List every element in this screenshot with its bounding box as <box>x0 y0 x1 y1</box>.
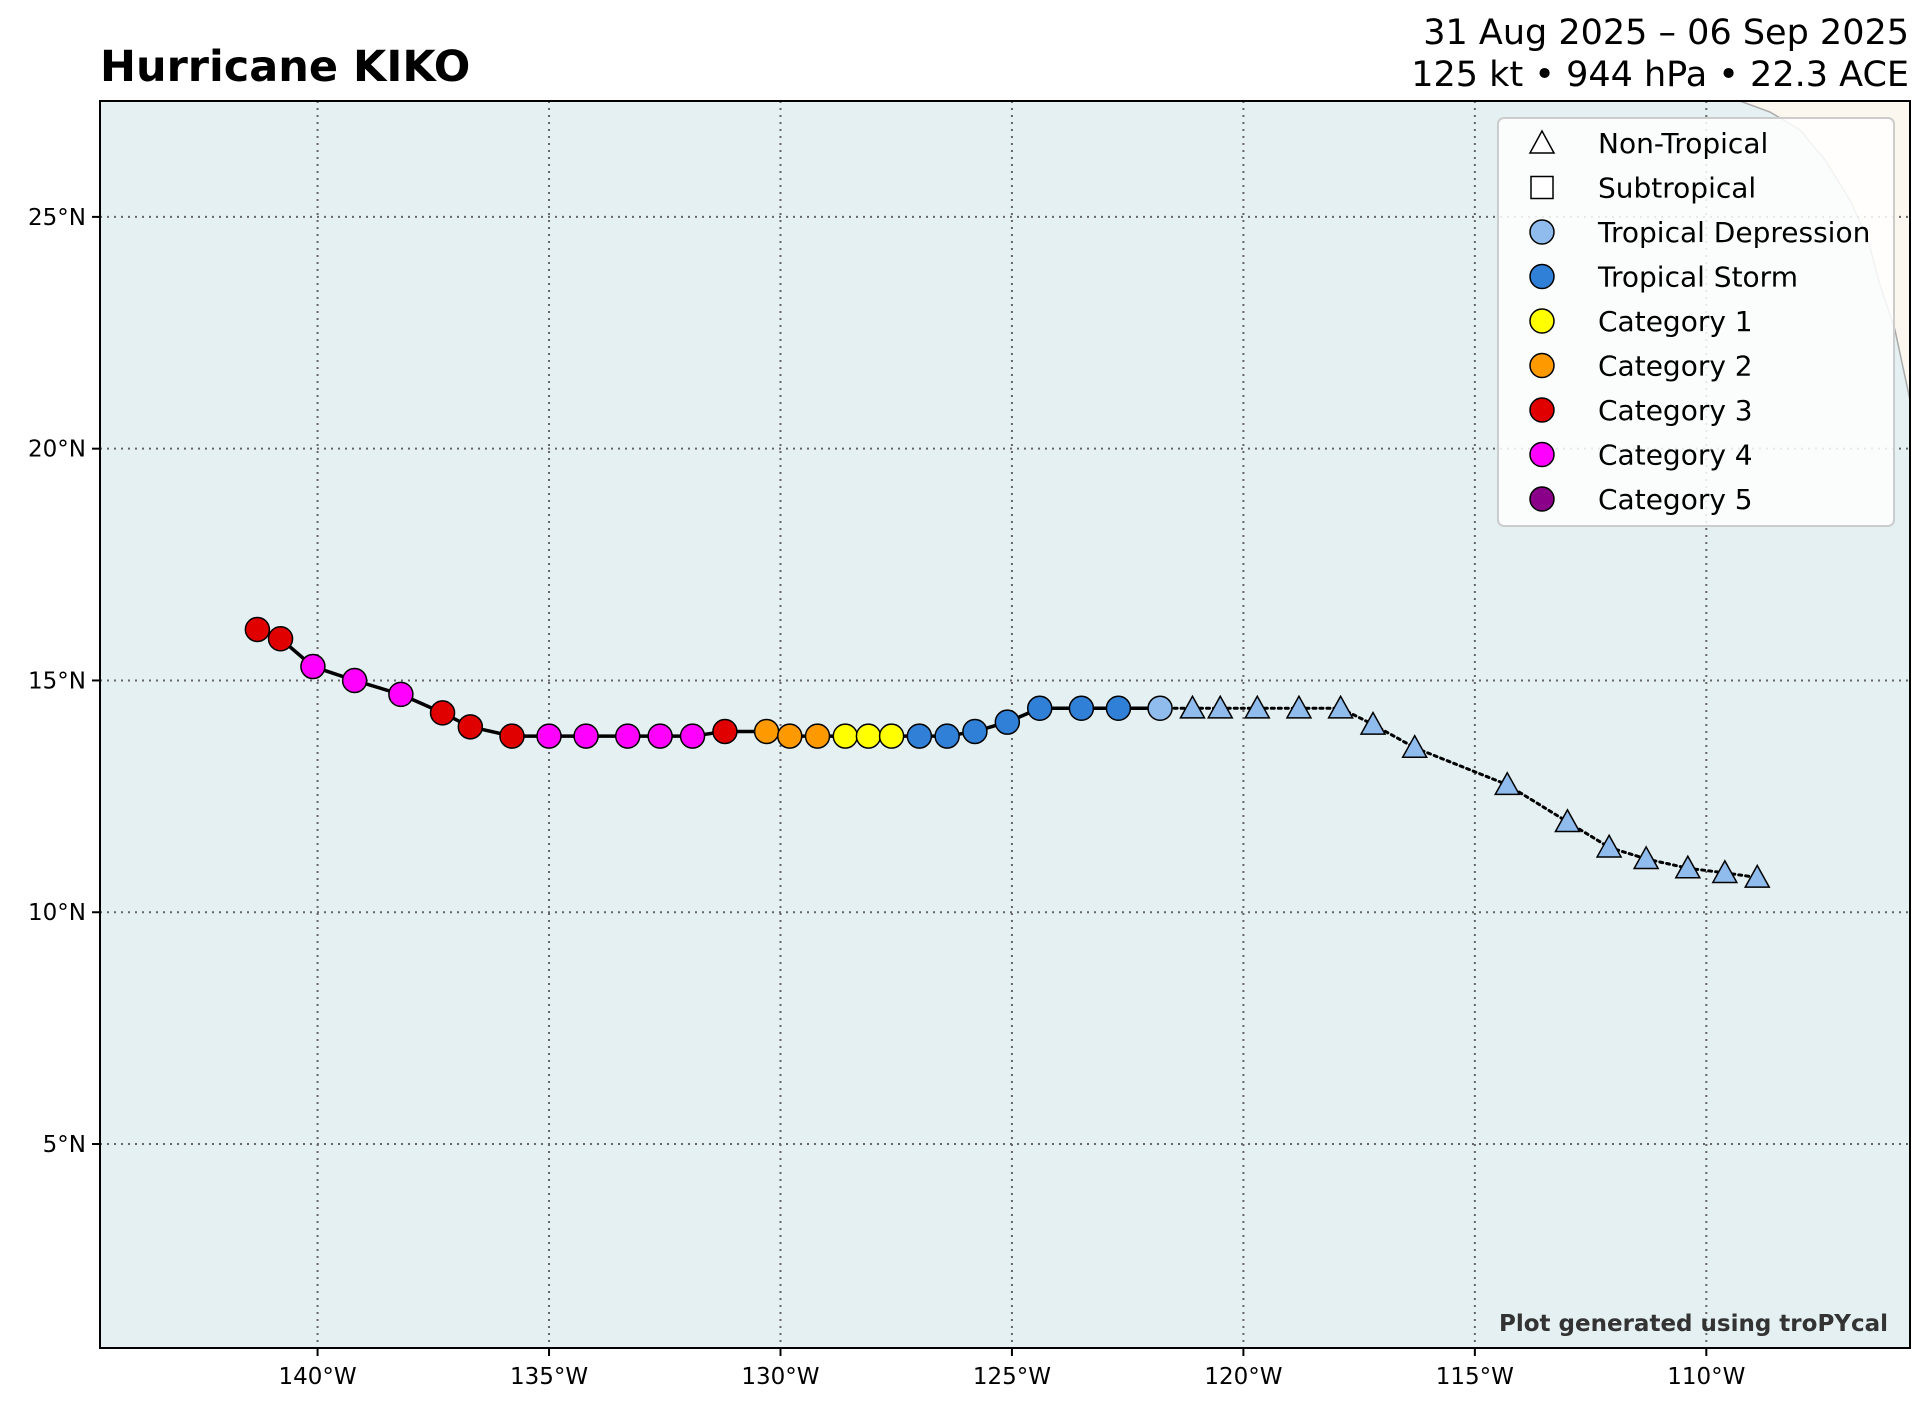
legend-label-category-3: Category 3 <box>1598 394 1753 427</box>
track-point-non-tropical <box>1711 859 1739 884</box>
legend-label-category-1: Category 1 <box>1598 305 1753 338</box>
track-point-non-tropical <box>1595 833 1623 858</box>
track-point-non-tropical <box>1493 771 1521 796</box>
track-points <box>244 616 1771 888</box>
track-point-tropical-storm <box>1026 695 1053 722</box>
legend-label-subtropical: Subtropical <box>1598 172 1756 205</box>
legend-box <box>1497 117 1895 527</box>
date-range: 31 Aug 2025 – 06 Sep 2025 <box>1423 13 1909 53</box>
plot-frame <box>99 100 1911 1349</box>
track-point-category-4 <box>647 723 673 749</box>
track-point-category-4 <box>388 681 414 708</box>
track-point-category-3 <box>457 714 484 740</box>
axis-ticks: 140°W 135°W 130°W 125°W 120°W 115°W 110°W 25°N 2… <box>28 205 1745 1390</box>
y-tick-label: 5°N <box>43 1132 86 1158</box>
track-point-non-tropical <box>1359 710 1387 735</box>
track-point-tropical-storm <box>1105 695 1132 722</box>
track-point-category-4 <box>679 723 706 749</box>
track-point-tropical-depression <box>1147 695 1173 722</box>
y-tick-label: 10°N <box>28 900 86 926</box>
track-point-non-tropical <box>1285 694 1313 719</box>
track-point-non-tropical <box>1179 694 1206 719</box>
legend-label-category-4: Category 4 <box>1598 439 1753 472</box>
track-point-non-tropical <box>1743 863 1771 888</box>
track-point-category-3 <box>244 616 271 643</box>
credit-text: Plot generated using troPYcal <box>1499 1311 1888 1337</box>
x-tick-label: 140°W <box>278 1364 356 1390</box>
track-point-category-4 <box>536 723 562 749</box>
y-tick-label: 15°N <box>28 668 86 694</box>
track-point-category-3 <box>429 700 456 726</box>
legend: Non-Tropical Subtropical Tropical Depressi… <box>1497 117 1895 527</box>
legend-label-category-5: Category 5 <box>1598 483 1753 516</box>
track-point-category-3 <box>712 718 738 745</box>
track-point-non-tropical <box>1206 694 1234 719</box>
x-tick-label: 135°W <box>510 1364 588 1390</box>
track-point-category-1 <box>878 723 905 749</box>
track-point-category-1 <box>855 723 882 749</box>
circle-icon <box>1529 486 1555 512</box>
track-point-category-2 <box>804 723 831 749</box>
track-point-category-3 <box>267 625 294 652</box>
track-point-non-tropical <box>1554 808 1581 833</box>
circle-icon <box>1529 219 1555 245</box>
track-point-non-tropical <box>1327 694 1354 719</box>
track-segment <box>1413 746 1509 787</box>
track-point-tropical-storm <box>934 723 960 749</box>
track-point-category-4 <box>300 653 326 680</box>
circle-icon <box>1529 397 1555 423</box>
y-tick-label: 25°N <box>28 205 86 231</box>
track-point-tropical-storm <box>906 723 933 749</box>
triangle-icon <box>1528 129 1556 154</box>
track-point-category-4 <box>573 723 599 749</box>
track-segment <box>1505 783 1569 824</box>
track-point-category-2 <box>776 723 803 749</box>
track-point-category-4 <box>341 667 368 694</box>
track-point-non-tropical <box>1674 854 1702 879</box>
x-tick-label: 110°W <box>1667 1364 1745 1390</box>
track-point-category-3 <box>499 723 525 749</box>
storm-summary: 31 Aug 2025 – 06 Sep 2025 125 kt • 944 h… <box>1411 12 1909 96</box>
circle-icon <box>1529 263 1555 290</box>
track-point-tropical-storm <box>994 709 1021 735</box>
x-tick-label: 115°W <box>1436 1364 1514 1390</box>
track-point-category-4 <box>614 723 641 749</box>
circle-icon <box>1529 352 1555 379</box>
track-point-category-2 <box>753 718 780 745</box>
track-point-non-tropical <box>1401 734 1428 759</box>
track-point-tropical-storm <box>962 718 988 745</box>
square-icon <box>1530 175 1554 200</box>
track-point-tropical-storm <box>1068 695 1095 722</box>
track-point-non-tropical <box>1632 845 1660 870</box>
x-tick-label: 130°W <box>741 1364 819 1390</box>
legend-label-tropical-depression: Tropical Depression <box>1597 216 1870 249</box>
legend-label-category-2: Category 2 <box>1598 350 1753 383</box>
circle-icon <box>1529 441 1555 468</box>
legend-label-non-tropical: Non-Tropical <box>1598 127 1768 160</box>
y-tick-label: 20°N <box>28 437 86 463</box>
circle-icon <box>1529 308 1555 334</box>
track-point-category-1 <box>832 723 859 749</box>
storm-stats: 125 kt • 944 hPa • 22.3 ACE <box>1411 55 1909 95</box>
x-tick-label: 125°W <box>973 1364 1051 1390</box>
track-point-non-tropical <box>1244 694 1271 719</box>
x-tick-label: 120°W <box>1204 1364 1282 1390</box>
page-title: Hurricane KIKO <box>100 42 471 92</box>
legend-label-tropical-storm: Tropical Storm <box>1597 261 1798 294</box>
